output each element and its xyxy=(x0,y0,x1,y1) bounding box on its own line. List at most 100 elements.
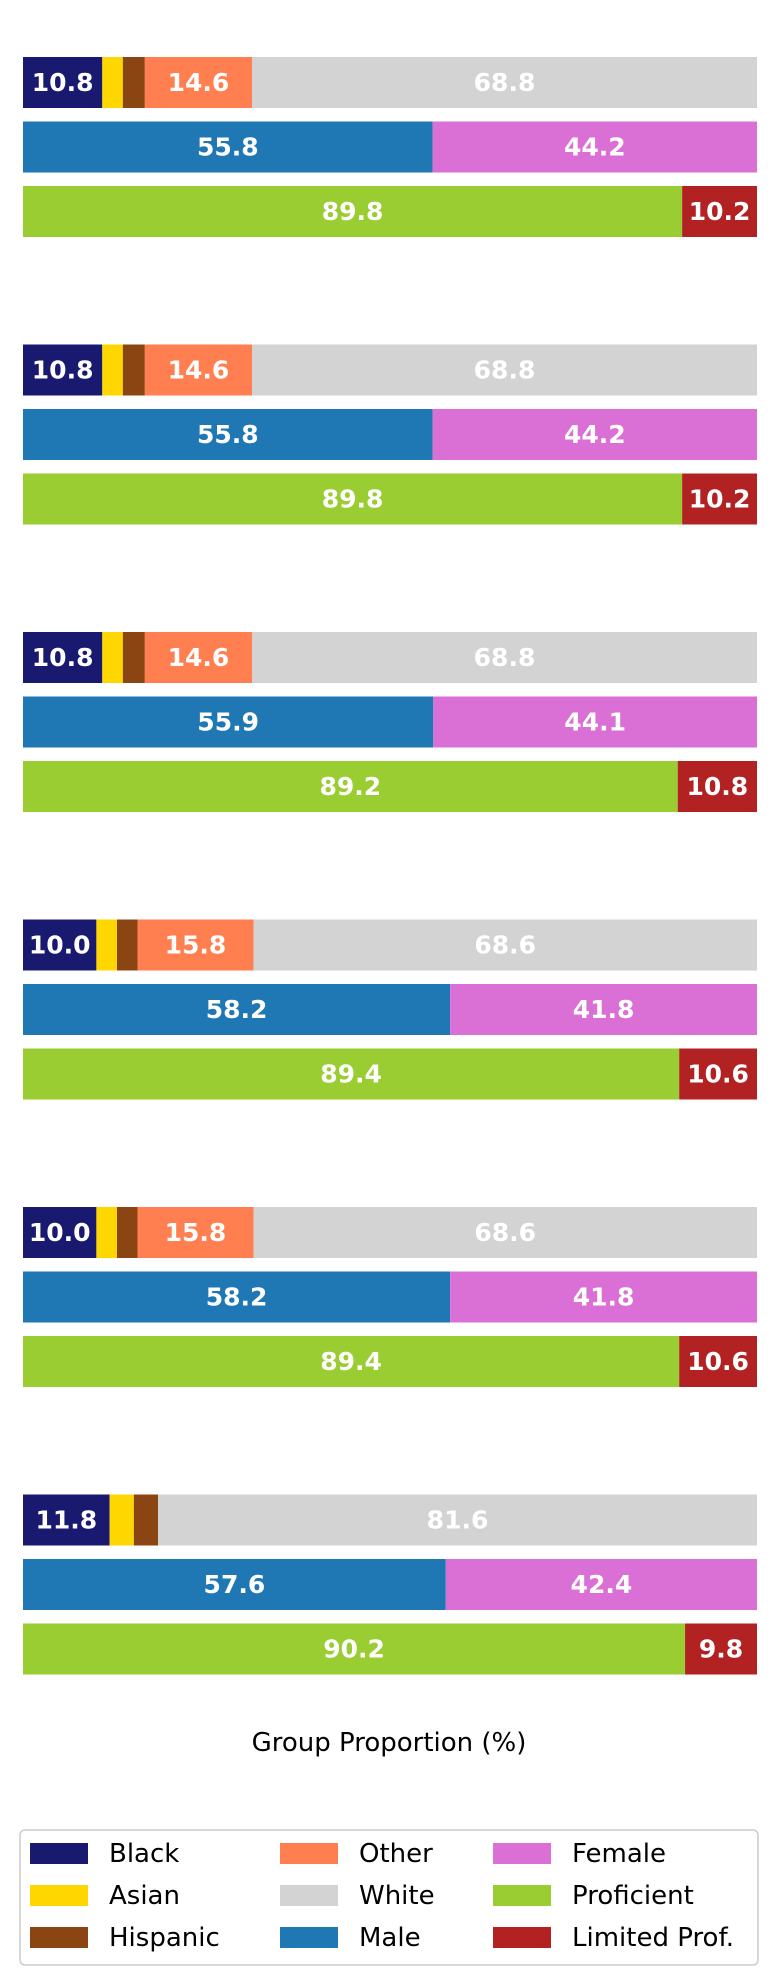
bar-segment-hispanic xyxy=(122,57,145,108)
bar-segment-hispanic xyxy=(133,1494,159,1546)
bar-segment-asian xyxy=(96,919,117,971)
bar-segment-proficient xyxy=(23,761,678,812)
legend-swatch xyxy=(280,1885,338,1906)
legend-item-white: White xyxy=(280,1881,435,1911)
bar-segment-white xyxy=(252,344,757,396)
legend-item-asian: Asian xyxy=(30,1881,180,1911)
bar-segment-black xyxy=(23,1494,110,1546)
legend-swatch xyxy=(30,1927,88,1948)
bar-segment-female xyxy=(432,409,757,460)
legend-label: Asian xyxy=(109,1881,180,1911)
bar-segment-male xyxy=(23,121,433,173)
bar-segment-male xyxy=(23,409,433,460)
legend-swatch xyxy=(280,1843,338,1864)
legend-label: Hispanic xyxy=(109,1923,220,1953)
data-label: 10.0 xyxy=(29,1218,91,1247)
bar-group-5: 10.0 15.8 68.6 58.2 41.8 89.4 10.6 xyxy=(23,1207,757,1387)
bars-layer: 10.8 14.6 68.8 55.8 44.2 89.8 10.2 10.8 14.6 68.8… xyxy=(23,57,757,1675)
legend-swatch xyxy=(30,1885,88,1906)
legend-item-limited-prof: Limited Prof. xyxy=(493,1923,734,1953)
bar-segment-white xyxy=(252,632,757,683)
bar-segment-male xyxy=(23,1559,446,1610)
bar-segment-asian xyxy=(102,57,123,108)
data-label: 44.2 xyxy=(564,420,626,449)
bar-group-3: 10.8 14.6 68.8 55.9 44.1 89.2 10.8 xyxy=(23,632,757,812)
data-label: 9.8 xyxy=(699,1635,743,1664)
bar-segment-other xyxy=(144,344,253,396)
bar-segment-female xyxy=(433,696,757,748)
bar-segment-asian xyxy=(102,344,123,396)
data-label: 55.9 xyxy=(197,708,259,737)
data-label: 68.6 xyxy=(474,1218,536,1247)
bar-segment-limited-prof xyxy=(685,1623,757,1675)
legend-item-proficient: Proficient xyxy=(493,1881,694,1911)
bar-segment-other xyxy=(137,1207,254,1258)
data-label: 10.0 xyxy=(29,931,91,960)
bar-segment-black xyxy=(23,919,97,971)
legend-item-other: Other xyxy=(280,1839,433,1869)
data-label: 15.8 xyxy=(165,931,227,960)
legend-label: Male xyxy=(359,1923,421,1953)
legend-swatch xyxy=(280,1927,338,1948)
data-label: 14.6 xyxy=(168,643,230,672)
bar-segment-female xyxy=(432,121,757,173)
bar-segment-other xyxy=(137,919,254,971)
bar-segment-other xyxy=(144,632,253,683)
bar-segment-male xyxy=(23,1271,451,1323)
bar-segment-white xyxy=(253,919,757,971)
legend-item-female: Female xyxy=(493,1839,666,1869)
bar-segment-limited-prof xyxy=(679,1048,757,1100)
data-label: 89.4 xyxy=(320,1347,382,1376)
data-label: 68.8 xyxy=(474,68,536,97)
legend-item-black: Black xyxy=(30,1839,179,1869)
data-label: 10.6 xyxy=(687,1060,749,1089)
bar-segment-female xyxy=(450,984,757,1035)
legend-item-male: Male xyxy=(280,1923,421,1953)
bar-segment-white xyxy=(158,1494,757,1546)
data-label: 10.8 xyxy=(32,643,94,672)
bar-segment-proficient xyxy=(23,186,683,237)
bar-segment-male xyxy=(23,696,434,748)
x-axis-label: Group Proportion (%) xyxy=(252,1728,527,1758)
data-label: 68.8 xyxy=(474,356,536,385)
data-label: 42.4 xyxy=(571,1570,633,1599)
data-label: 89.4 xyxy=(320,1060,382,1089)
data-label: 10.6 xyxy=(687,1347,749,1376)
legend-label: White xyxy=(359,1881,435,1911)
data-label: 58.2 xyxy=(206,1283,268,1312)
bar-segment-limited-prof xyxy=(677,761,757,812)
bar-group-4: 10.0 15.8 68.6 58.2 41.8 89.4 10.6 xyxy=(23,919,757,1100)
bar-segment-other xyxy=(144,57,253,108)
legend-label: Black xyxy=(109,1839,179,1869)
bar-segment-proficient xyxy=(23,1336,680,1387)
bar-segment-hispanic xyxy=(116,1207,138,1258)
data-label: 57.6 xyxy=(204,1570,266,1599)
legend-items: Black Asian Hispanic Other White Male Female Pr… xyxy=(30,1839,734,1953)
bar-segment-female xyxy=(450,1271,757,1323)
data-label: 14.6 xyxy=(168,68,230,97)
data-label: 41.8 xyxy=(573,995,635,1024)
bar-segment-proficient xyxy=(23,1623,686,1675)
data-label: 15.8 xyxy=(165,1218,227,1247)
data-label: 89.2 xyxy=(320,772,382,801)
data-label: 11.8 xyxy=(35,1506,97,1535)
bar-segment-male xyxy=(23,984,451,1035)
bar-segment-black xyxy=(23,57,103,108)
data-label: 41.8 xyxy=(573,1283,635,1312)
bar-group-1: 10.8 14.6 68.8 55.8 44.2 89.8 10.2 xyxy=(23,57,757,237)
data-label: 89.8 xyxy=(322,197,384,226)
data-label: 68.8 xyxy=(474,643,536,672)
data-label: 10.2 xyxy=(689,197,751,226)
bar-segment-limited-prof xyxy=(682,186,757,237)
bar-segment-limited-prof xyxy=(679,1336,757,1387)
bar-segment-proficient xyxy=(23,473,683,525)
bar-segment-female xyxy=(445,1559,757,1610)
bar-segment-limited-prof xyxy=(682,473,757,525)
bar-segment-asian xyxy=(109,1494,134,1546)
legend-swatch xyxy=(493,1843,551,1864)
bar-segment-black xyxy=(23,1207,97,1258)
legend: Black Asian Hispanic Other White Male Female Pr… xyxy=(19,1829,759,1966)
bar-segment-black xyxy=(23,344,103,396)
bar-segment-proficient xyxy=(23,1048,680,1100)
bar-segment-asian xyxy=(102,632,123,683)
